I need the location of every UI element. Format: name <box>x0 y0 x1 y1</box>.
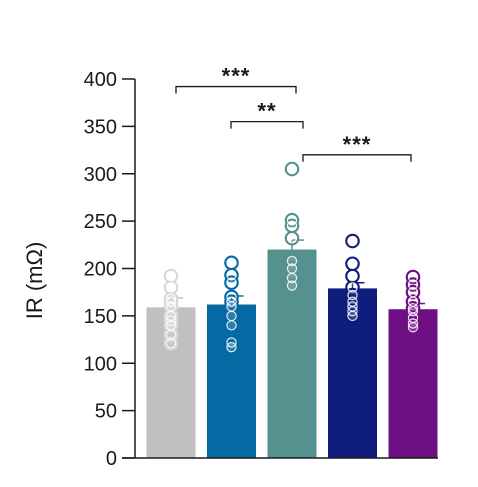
significance-label: *** <box>222 64 251 89</box>
data-point-inner <box>226 269 237 281</box>
data-point-inner <box>347 289 358 301</box>
data-point-inner <box>347 258 358 269</box>
bar-group <box>207 255 256 458</box>
y-tick-label: 300 <box>84 164 117 186</box>
data-point-inner <box>165 282 177 293</box>
data-point-inner <box>347 270 358 282</box>
y-tick-label: 400 <box>84 69 117 91</box>
data-point-inner <box>226 320 237 331</box>
data-point-inner <box>165 296 177 307</box>
data-point-inner <box>226 341 237 353</box>
data-point-inner <box>407 305 419 317</box>
y-tick-label: 350 <box>84 116 117 138</box>
bar-series <box>146 161 438 458</box>
data-point-inner <box>226 337 237 348</box>
y-tick-label: 200 <box>84 259 117 281</box>
data-point-inner <box>286 214 298 226</box>
y-axis: 0 50 100 150 200 250 300 350 400 <box>84 69 136 470</box>
data-point-inner <box>407 271 419 283</box>
significance-brackets: ******** <box>175 64 412 162</box>
data-point-inner <box>226 277 237 288</box>
data-point-inner <box>165 293 177 305</box>
data-point-inner <box>407 318 419 329</box>
data-point-inner <box>165 338 177 349</box>
data-point-inner <box>347 305 358 317</box>
y-tick-label: 250 <box>84 211 117 233</box>
y-tick-label: 100 <box>84 353 117 375</box>
data-point-inner <box>165 315 177 326</box>
data-point-inner <box>165 270 177 282</box>
data-point-inner <box>347 235 358 247</box>
data-point-inner <box>407 279 419 290</box>
data-point-inner <box>286 255 298 267</box>
bar-group <box>388 269 438 458</box>
data-point-inner <box>286 280 298 291</box>
y-tick-label: 0 <box>106 448 117 470</box>
bracket-line <box>175 85 297 94</box>
data-point-inner <box>286 220 298 232</box>
y-axis-title: IR (mΩ) <box>22 242 47 320</box>
y-tick-label: 150 <box>84 306 117 328</box>
significance-bracket: *** <box>175 64 297 94</box>
significance-bracket: ** <box>230 99 304 129</box>
data-point-inner <box>407 322 419 333</box>
data-point-inner <box>347 310 358 322</box>
bracket-line <box>230 120 304 129</box>
bar-group <box>267 161 317 458</box>
bar-group <box>328 233 377 458</box>
y-tick-label: 50 <box>95 401 117 423</box>
bar-group <box>146 268 196 458</box>
data-point-inner <box>347 282 358 293</box>
data-point-inner <box>226 257 237 269</box>
data-point-inner <box>286 163 298 175</box>
data-point-inner <box>165 329 177 341</box>
data-point-inner <box>286 272 298 284</box>
bracket-line <box>302 154 412 162</box>
significance-bracket: *** <box>302 132 412 162</box>
significance-label: ** <box>257 99 276 124</box>
significance-label: *** <box>343 132 372 157</box>
data-point-inner <box>286 232 298 244</box>
data-point-inner <box>226 296 237 307</box>
